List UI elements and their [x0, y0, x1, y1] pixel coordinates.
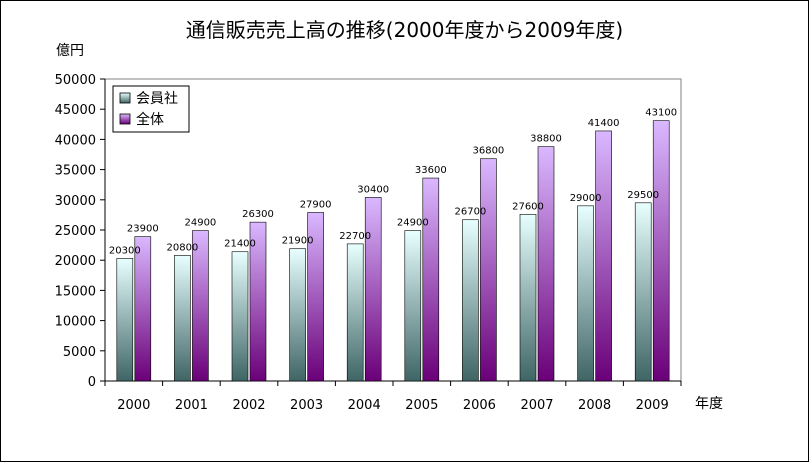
bar-total	[652, 120, 670, 382]
y-tick-label: 25000	[55, 224, 96, 239]
bar-members	[346, 243, 364, 382]
bar-total	[480, 158, 497, 382]
y-tick-label: 0	[88, 375, 96, 390]
bar-members	[634, 202, 652, 382]
bar-members	[289, 248, 306, 382]
x-tick-label: 2008	[578, 398, 611, 413]
x-tick-label: 2000	[117, 398, 150, 413]
data-label-members: 21900	[282, 236, 314, 247]
data-labels: 20300 20800 21400 21900 22700 24900 26700 27600…	[109, 108, 677, 257]
data-label-total: 38800	[530, 134, 562, 145]
data-label-total: 26300	[242, 209, 274, 220]
data-label-members: 29000	[570, 193, 602, 204]
legend-swatch-total	[119, 113, 131, 125]
legend-label-members: 会員社	[136, 91, 178, 107]
y-tick-label: 10000	[55, 315, 96, 330]
y-tick-label: 20000	[55, 254, 96, 269]
data-label-total: 33600	[415, 165, 447, 176]
bar-members	[519, 213, 537, 382]
x-tick-label: 2007	[520, 398, 553, 413]
x-tick-label: 2005	[405, 398, 438, 413]
y-tick-label: 45000	[55, 103, 96, 118]
legend-swatch-members	[119, 92, 131, 104]
bar-members	[577, 205, 594, 382]
data-label-members: 26700	[454, 207, 486, 218]
bar-members	[462, 219, 479, 382]
data-label-total: 30400	[357, 184, 389, 195]
data-label-members: 22700	[339, 231, 371, 242]
y-axis: 0 5000 10000 15000 20000 25000 30000 35000 40000…	[55, 73, 106, 390]
bar-members	[174, 255, 191, 382]
x-tick-label: 2006	[463, 398, 496, 413]
y-axis-label: 億円	[56, 43, 84, 59]
data-label-members: 29500	[627, 190, 659, 201]
y-tick-label: 30000	[55, 194, 96, 209]
bar-total	[249, 221, 267, 382]
x-axis-label: 年度	[695, 396, 723, 412]
bar-total	[595, 130, 612, 382]
y-tick-label: 35000	[55, 164, 96, 179]
bar-total	[422, 177, 440, 382]
data-label-total: 41400	[588, 118, 620, 129]
bar-members	[404, 230, 422, 382]
x-tick-label: 2009	[636, 398, 669, 413]
data-label-members: 21400	[224, 239, 256, 250]
x-tick-label: 2003	[290, 398, 323, 413]
y-tick-label: 50000	[55, 73, 96, 88]
bar-total	[537, 146, 555, 382]
legend: 会員社 全体	[112, 85, 190, 133]
data-label-total: 36800	[472, 146, 504, 157]
y-tick-label: 5000	[63, 345, 96, 360]
legend-label-total: 全体	[136, 111, 164, 128]
data-label-members: 20300	[109, 245, 141, 256]
data-label-members: 24900	[397, 218, 429, 229]
bar-total	[307, 212, 324, 382]
bars	[116, 120, 670, 382]
bar-total	[364, 197, 382, 382]
y-tick-label: 15000	[55, 284, 96, 299]
data-label-members: 20800	[166, 242, 198, 253]
data-label-total: 24900	[184, 218, 216, 229]
bar-members	[231, 251, 249, 382]
bar-members	[116, 258, 134, 382]
bar-total	[192, 230, 209, 382]
data-label-members: 27600	[512, 201, 544, 212]
x-tick-label: 2004	[348, 398, 381, 413]
x-tick-label: 2002	[232, 398, 265, 413]
data-label-total: 27900	[300, 199, 332, 210]
y-tick-label: 40000	[55, 133, 96, 148]
data-label-total: 23900	[127, 224, 159, 235]
chart-title: 通信販売売上高の推移(2000年度から2009年度)	[185, 18, 624, 42]
data-label-total: 43100	[645, 108, 677, 119]
x-axis: 2000 2001 2002 2003 2004 2005 2006 2007 2008 2009	[104, 380, 682, 413]
x-tick-label: 2001	[175, 398, 208, 413]
bar-total	[134, 236, 152, 382]
